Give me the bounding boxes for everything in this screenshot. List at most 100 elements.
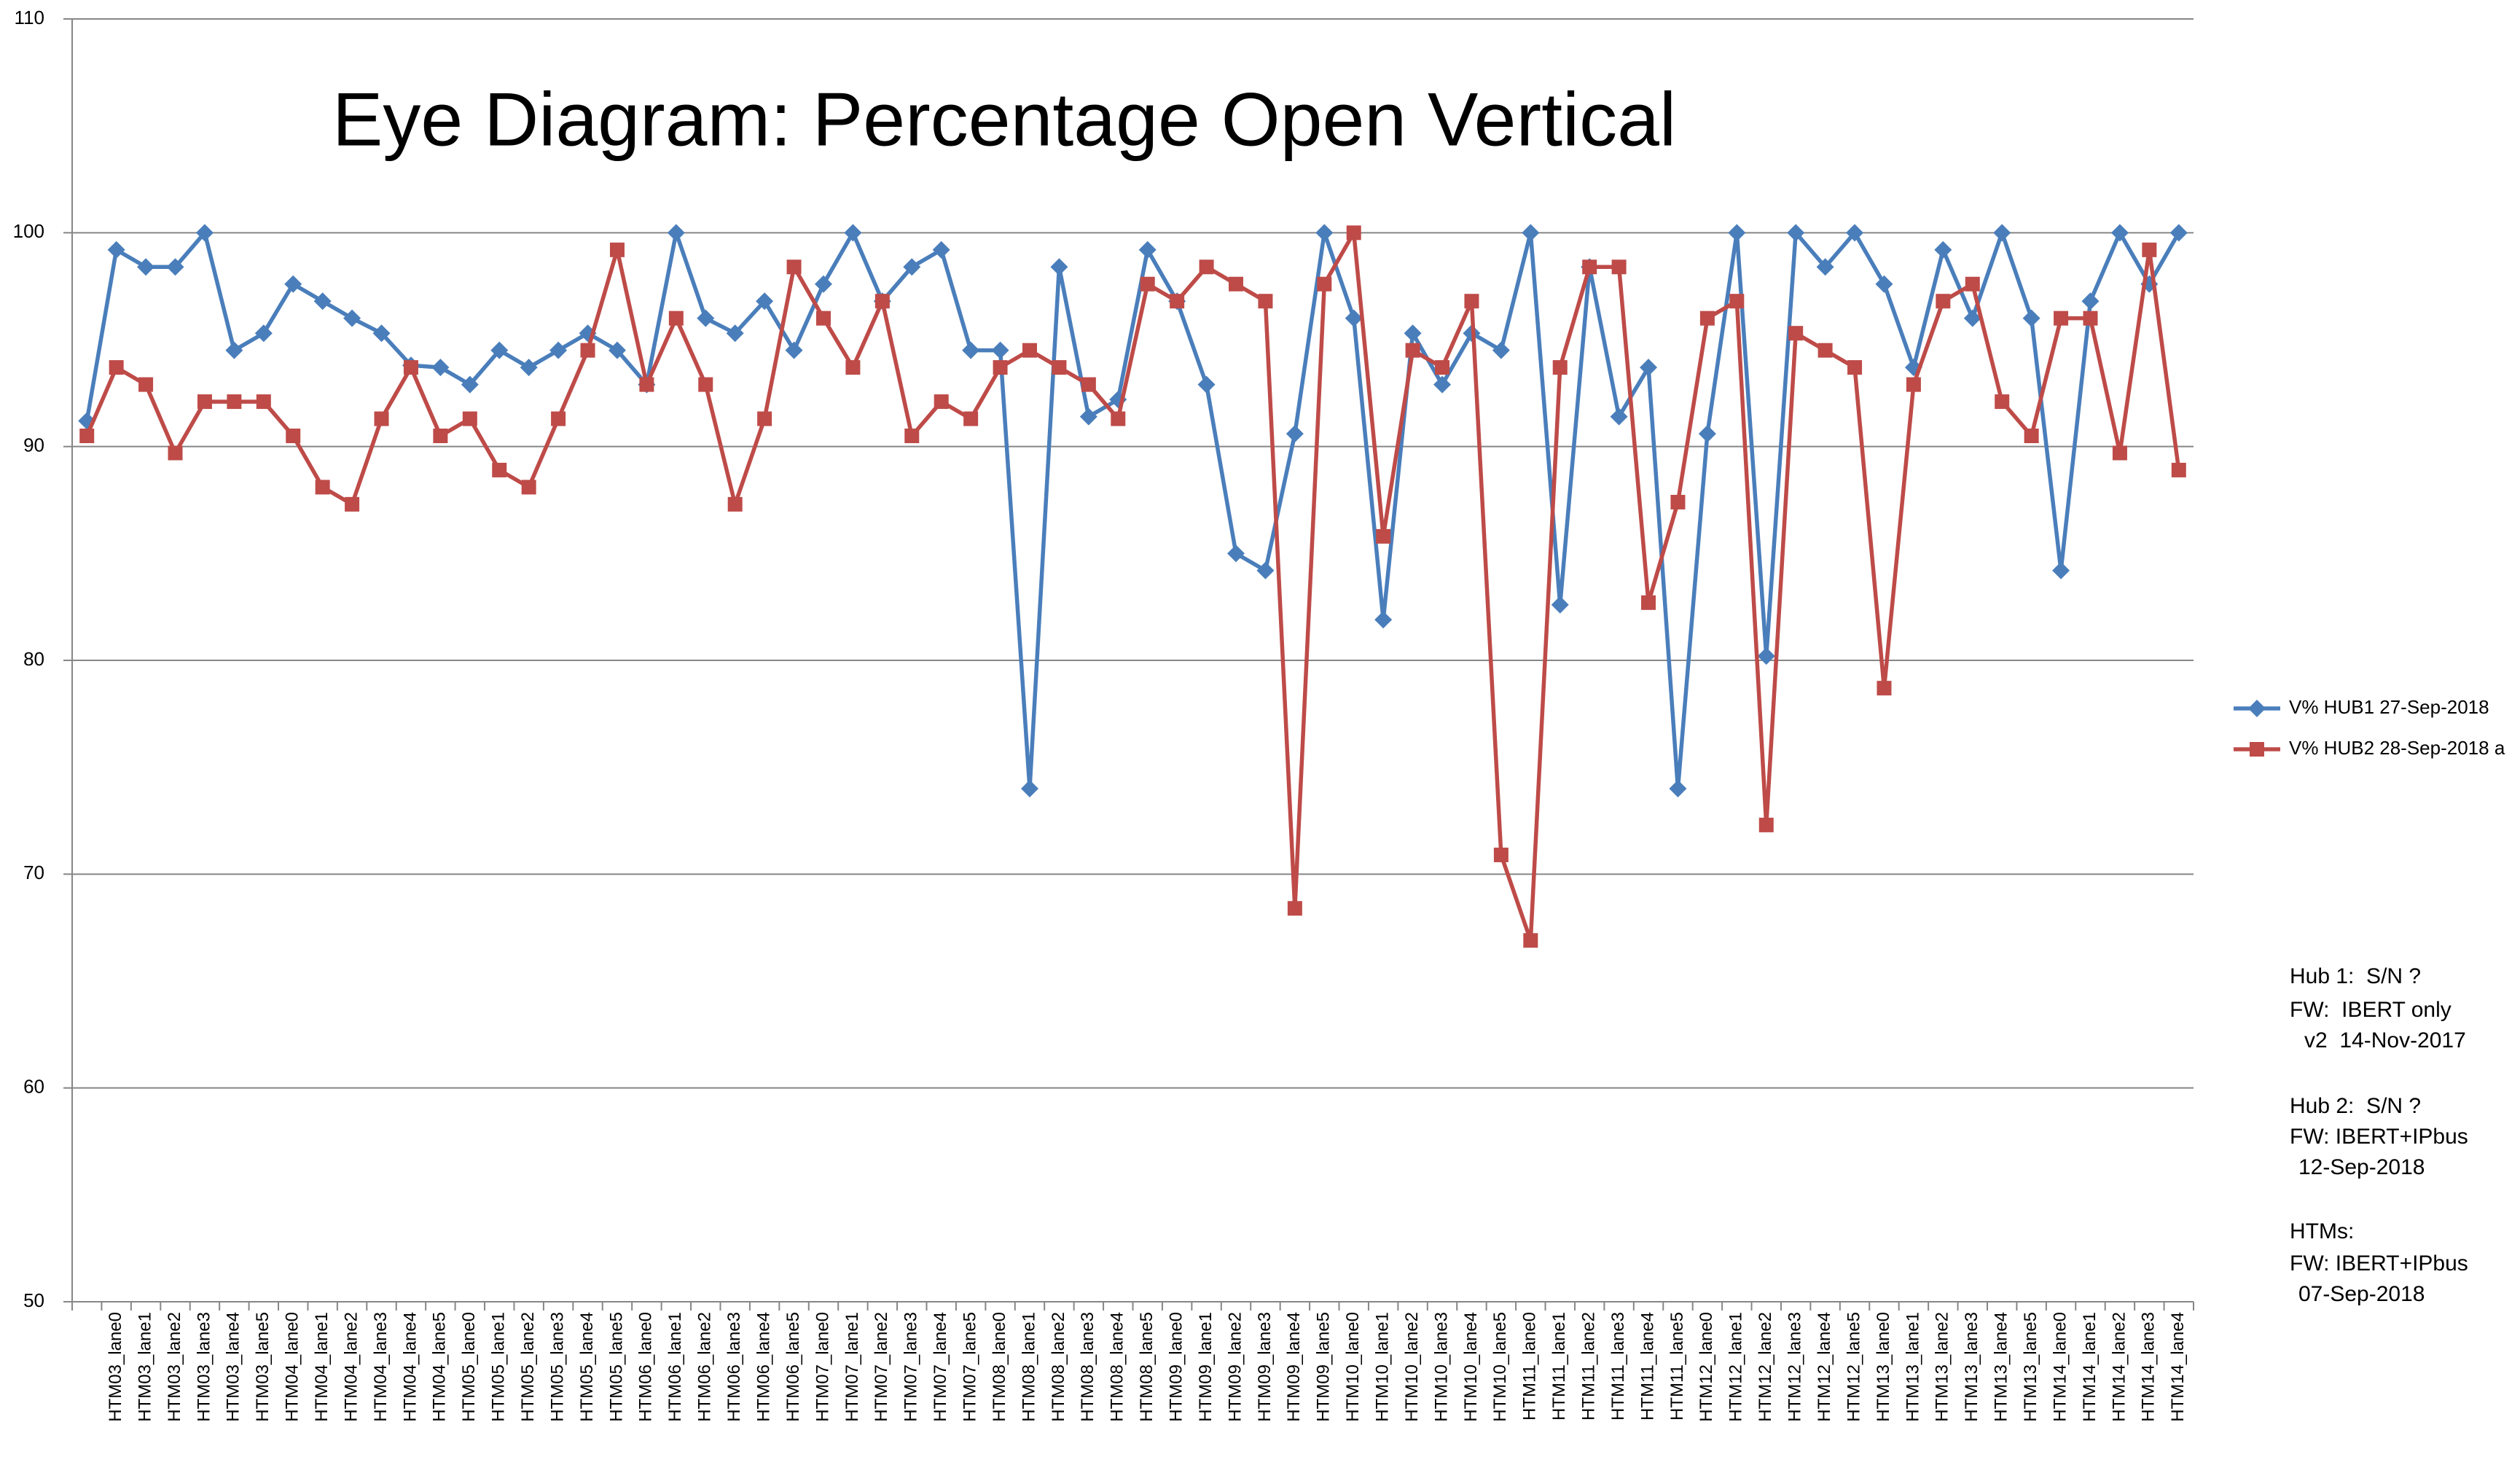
x-tick-label: HTM07_lane2 [872,1312,891,1422]
data-point [462,411,477,426]
data-point [1376,528,1391,544]
data-point [815,310,831,326]
data-point [1904,359,1922,377]
data-point [1728,224,1746,242]
data-point [1729,294,1745,309]
data-point [1965,276,1980,292]
data-point [580,343,595,358]
annotation: FW: IBERT only [2290,998,2451,1022]
data-point [697,309,715,327]
data-point [1022,343,1037,358]
data-point [1670,494,1686,509]
x-tick-label: HTM03_lane2 [165,1312,184,1422]
x-tick-label: HTM08_lane3 [1078,1312,1097,1422]
data-point [313,292,332,310]
x-tick-label: HTM06_lane5 [783,1312,803,1422]
data-point [403,360,418,375]
y-tick-label: 100 [13,220,44,242]
data-point [1374,611,1393,629]
data-point [1757,647,1775,665]
data-point [1227,544,1245,563]
data-point [1641,595,1656,610]
data-point [1140,276,1155,292]
x-tick-label: HTM09_lane3 [1255,1312,1275,1422]
data-point [2081,292,2100,310]
chart-title: Eye Diagram: Percentage Open Vertical [332,77,1676,162]
x-tick-label: HTM14_lane0 [2050,1312,2070,1422]
data-point [1877,681,1892,696]
x-tick-label: HTM04_lane3 [371,1312,391,1422]
x-tick-label: HTM04_lane5 [430,1312,450,1422]
x-tick-label: HTM06_lane2 [695,1312,715,1422]
x-tick-label: HTM12_lane4 [1815,1312,1834,1422]
data-point [166,258,184,276]
x-tick-label: HTM12_lane2 [1756,1312,1775,1422]
x-tick-label: HTM06_lane1 [665,1312,685,1422]
data-point [1846,224,1864,242]
data-point [874,294,890,309]
data-point [227,394,242,410]
data-point [2142,242,2157,257]
data-point [1317,276,1332,292]
data-point [903,258,921,276]
x-tick-label: HTM08_lane0 [990,1312,1009,1422]
data-point [521,480,536,495]
data-point [1079,407,1097,426]
data-point [844,224,862,242]
data-point [1346,225,1361,241]
data-point [107,241,125,259]
x-tick-label: HTM09_lane4 [1284,1312,1304,1422]
data-point [2169,224,2188,242]
y-tick-label: 60 [23,1076,44,1098]
data-point [1052,360,1067,375]
x-tick-label: HTM14_lane1 [2080,1312,2100,1422]
x-tick-label: HTM04_lane2 [341,1312,361,1422]
x-tick-label: HTM10_lane1 [1373,1312,1393,1422]
data-point [2052,561,2070,579]
x-tick-label: HTM03_lane5 [253,1312,273,1422]
x-tick-label: HTM04_lane1 [312,1312,332,1422]
data-point [372,324,391,343]
x-tick-label: HTM08_lane1 [1019,1312,1038,1422]
annotation: 12-Sep-2018 [2298,1155,2425,1179]
x-tick-label: HTM05_lane3 [547,1312,567,1422]
data-point [1256,561,1275,579]
data-point [609,242,625,257]
data-point [1199,259,1214,275]
data-point [2024,429,2039,443]
x-tick-label: HTM14_lane3 [2139,1312,2159,1422]
data-point [1081,377,1096,392]
data-point [786,259,802,275]
data-point [345,496,360,512]
series-line [85,230,2181,943]
data-point [1111,411,1126,426]
x-tick-label: HTM03_lane0 [106,1312,125,1422]
data-point [756,292,774,310]
data-point [1963,309,1981,327]
data-point [1552,360,1568,375]
x-tick-label: HTM03_lane4 [224,1312,243,1422]
data-point [1492,341,1510,359]
data-point [1875,275,1893,293]
annotation: Hub 2: S/N ? [2290,1094,2421,1118]
data-point [1404,324,1422,343]
data-point [785,341,803,359]
data-point [1522,224,1540,242]
y-tick-label: 50 [23,1289,44,1311]
data-point [2112,445,2127,461]
x-tick-label: HTM09_lane5 [1314,1312,1334,1422]
data-point [1229,276,1244,292]
data-point [433,429,448,443]
x-tick-label: HTM08_lane2 [1049,1312,1068,1422]
x-tick-label: HTM10_lane4 [1461,1312,1481,1422]
y-tick-label: 70 [23,862,44,883]
x-tick-label: HTM12_lane3 [1785,1312,1805,1422]
data-point [1170,294,1185,309]
data-point [490,341,509,359]
series-line [85,230,2181,791]
data-point [1758,817,1774,832]
x-tick-label: HTM11_lane4 [1637,1312,1657,1421]
x-tick-label: HTM03_lane1 [135,1312,154,1422]
data-point [1405,343,1420,358]
x-tick-label: HTM03_lane3 [194,1312,214,1422]
